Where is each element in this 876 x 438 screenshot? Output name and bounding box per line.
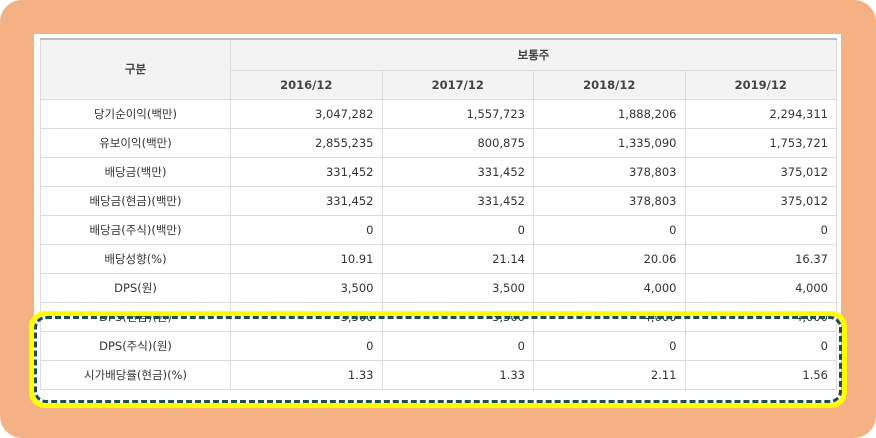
cell-value: 3,047,282	[230, 98, 383, 129]
row-label: 배당금(주식)(백만)	[40, 214, 231, 245]
row-label: DPS(현금)(원)	[40, 301, 231, 332]
cell-value: 375,012	[684, 185, 837, 216]
cell-value: 1.56	[684, 359, 837, 390]
cell-value: 20.06	[533, 243, 686, 274]
table-row: 당기순이익(백만) 3,047,282 1,557,723 1,888,206 …	[40, 98, 837, 129]
table-row: 배당금(백만) 331,452 331,452 378,803 375,012	[40, 156, 837, 187]
cell-value: 1,753,721	[684, 127, 837, 158]
header-category: 구분	[40, 38, 231, 100]
cell-value: 4,000	[533, 301, 686, 332]
cell-value: 0	[381, 214, 534, 245]
row-label: 배당금(백만)	[40, 156, 231, 187]
table-row: DPS(현금)(원) 3,500 3,500 4,000 4,000	[40, 301, 837, 332]
cell-value: 3,500	[381, 301, 534, 332]
cell-value: 10.91	[230, 243, 383, 274]
cell-value: 331,452	[230, 156, 383, 187]
row-label: 배당성향(%)	[40, 243, 231, 274]
table-row: DPS(원) 3,500 3,500 4,000 4,000	[40, 272, 837, 303]
cell-value: 331,452	[230, 185, 383, 216]
dividend-table: 구분 보통주 2016/12 2017/12 2018/12 2019/12 당…	[40, 38, 837, 390]
cell-value: 2.11	[533, 359, 686, 390]
table-row: DPS(주식)(원) 0 0 0 0	[40, 330, 837, 361]
cell-value: 800,875	[381, 127, 534, 158]
cell-value: 331,452	[381, 156, 534, 187]
cell-value: 0	[684, 330, 837, 361]
cell-value: 331,452	[381, 185, 534, 216]
cell-value: 3,500	[381, 272, 534, 303]
header-year: 2017/12	[381, 69, 534, 100]
table-row: 유보이익(백만) 2,855,235 800,875 1,335,090 1,7…	[40, 127, 837, 158]
cell-value: 4,000	[684, 272, 837, 303]
cell-value: 1.33	[230, 359, 383, 390]
table-row: 배당금(주식)(백만) 0 0 0 0	[40, 214, 837, 245]
cell-value: 4,000	[533, 272, 686, 303]
cell-value: 2,294,311	[684, 98, 837, 129]
table-row: 시가배당률(현금)(%) 1.33 1.33 2.11 1.56	[40, 359, 837, 390]
cell-value: 378,803	[533, 156, 686, 187]
cell-value: 375,012	[684, 156, 837, 187]
cell-value: 0	[230, 214, 383, 245]
row-label: DPS(원)	[40, 272, 231, 303]
cell-value: 0	[230, 330, 383, 361]
cell-value: 16.37	[684, 243, 837, 274]
cell-value: 1,335,090	[533, 127, 686, 158]
table-row: 배당금(현금)(백만) 331,452 331,452 378,803 375,…	[40, 185, 837, 216]
cell-value: 0	[684, 214, 837, 245]
cell-value: 21.14	[381, 243, 534, 274]
cell-value: 0	[533, 214, 686, 245]
row-label: DPS(주식)(원)	[40, 330, 231, 361]
cell-value: 4,000	[684, 301, 837, 332]
header-year: 2019/12	[684, 69, 837, 100]
row-label: 당기순이익(백만)	[40, 98, 231, 129]
cell-value: 0	[533, 330, 686, 361]
row-label: 배당금(현금)(백만)	[40, 185, 231, 216]
cell-value: 3,500	[230, 272, 383, 303]
row-label: 유보이익(백만)	[40, 127, 231, 158]
cell-value: 1.33	[381, 359, 534, 390]
cell-value: 0	[381, 330, 534, 361]
header-year: 2018/12	[533, 69, 686, 100]
cell-value: 1,888,206	[533, 98, 686, 129]
header-year: 2016/12	[230, 69, 383, 100]
cell-value: 1,557,723	[381, 98, 534, 129]
header-common-stock: 보통주	[230, 38, 837, 71]
row-label: 시가배당률(현금)(%)	[40, 359, 231, 390]
cell-value: 378,803	[533, 185, 686, 216]
cell-value: 2,855,235	[230, 127, 383, 158]
table-row: 배당성향(%) 10.91 21.14 20.06 16.37	[40, 243, 837, 274]
cell-value: 3,500	[230, 301, 383, 332]
